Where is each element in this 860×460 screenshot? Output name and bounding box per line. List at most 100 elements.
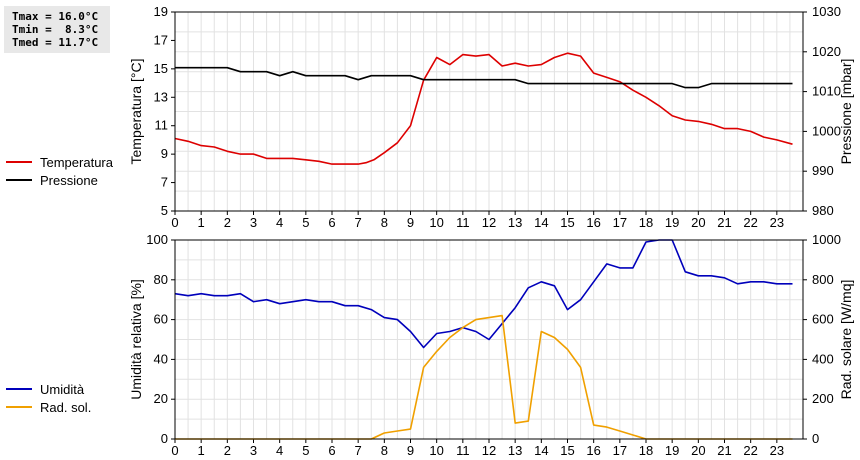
chart2-xtick-label: 5: [302, 443, 309, 458]
chart1-xtick-label: 12: [482, 215, 496, 230]
chart1-y2tick-label: 1010: [812, 84, 841, 99]
chart2-ytick-label: 60: [154, 312, 168, 327]
legend-label-pressione: Pressione: [40, 172, 98, 188]
chart2-xtick-label: 17: [613, 443, 627, 458]
chart2-y2tick-label: 600: [812, 312, 834, 327]
chart1-y2tick-label: 1000: [812, 123, 841, 138]
chart2-xtick-label: 15: [560, 443, 574, 458]
legend-swatch-radsol: [6, 406, 32, 408]
chart1-xtick-label: 3: [250, 215, 257, 230]
chart2-frame: [174, 239, 804, 440]
chart1-ylabel: Temperatura [°C]: [128, 59, 144, 165]
chart1-ytick-label: 15: [154, 61, 168, 76]
stats-box: Tmax = 16.0°C Tmin = 8.3°C Tmed = 11.7°C: [4, 6, 110, 53]
chart2-xtick-label: 12: [482, 443, 496, 458]
chart1-xtick-label: 9: [407, 215, 414, 230]
chart1-xtick-label: 14: [534, 215, 548, 230]
chart1-y2tick-label: 1030: [812, 4, 841, 19]
chart1-ytick-label: 11: [155, 118, 169, 133]
chart2-xtick-label: 2: [224, 443, 231, 458]
chart1-ytick-label: 13: [154, 89, 168, 104]
chart2-ytick-label: 0: [161, 431, 168, 446]
chart1-series-temperatura: [174, 52, 793, 165]
chart2-ytick-label: 40: [154, 351, 168, 366]
chart1-xtick-label: 23: [770, 215, 784, 230]
chart2-xtick-label: 13: [508, 443, 522, 458]
chart1-xtick-label: 1: [198, 215, 205, 230]
legend-swatch-umidita: [6, 388, 32, 390]
chart2-xtick-label: 16: [586, 443, 600, 458]
chart1-ytick-label: 9: [161, 146, 168, 161]
chart2-ytick-label: 100: [146, 232, 168, 247]
chart2-series-umidit: [174, 239, 793, 349]
legend-item-pressione: Pressione: [6, 171, 113, 189]
chart2-y2tick-label: 200: [812, 391, 834, 406]
chart2-ytick-label: 80: [154, 272, 168, 287]
chart1-xtick-label: 0: [171, 215, 178, 230]
chart2-xtick-label: 11: [456, 443, 470, 458]
chart2-xtick-label: 3: [250, 443, 257, 458]
chart2-xtick-label: 23: [770, 443, 784, 458]
chart1-xtick-label: 6: [328, 215, 335, 230]
stat-tmin: Tmin = 8.3°C: [12, 23, 99, 36]
chart2-xtick-label: 8: [381, 443, 388, 458]
chart1-xtick-label: 17: [613, 215, 627, 230]
legend-item-radsol: Rad. sol.: [6, 398, 91, 416]
legend-item-temperatura: Temperatura: [6, 153, 113, 171]
chart2-y2label: Rad. solare [W/mq]: [838, 280, 854, 400]
chart1-ytick-label: 7: [161, 175, 168, 190]
chart1-xtick-label: 18: [639, 215, 653, 230]
legend-label-umidita: Umidità: [40, 381, 85, 397]
legend-top: Temperatura Pressione: [6, 153, 113, 189]
legend-label-radsol: Rad. sol.: [40, 399, 92, 415]
chart1-xtick-label: 7: [355, 215, 362, 230]
chart1-xtick-label: 4: [276, 215, 283, 230]
chart1-xtick-label: 15: [560, 215, 574, 230]
legend-swatch-pressione: [6, 179, 32, 181]
chart1-ytick-label: 5: [161, 203, 168, 218]
chart1-y2tick-label: 990: [812, 163, 834, 178]
chart1-xtick-label: 21: [717, 215, 731, 230]
chart1-y2tick-label: 1020: [812, 44, 841, 59]
chart1-y2tick-label: 980: [812, 203, 834, 218]
chart2-xtick-label: 1: [198, 443, 205, 458]
chart2-y2tick-label: 400: [812, 351, 834, 366]
chart2-y2tick-label: 0: [812, 431, 819, 446]
chart2-xtick-label: 20: [691, 443, 705, 458]
chart2-xtick-label: 6: [328, 443, 335, 458]
chart2-xtick-label: 4: [276, 443, 283, 458]
chart2-xtick-label: 21: [717, 443, 731, 458]
chart2-ytick-label: 20: [154, 391, 168, 406]
stat-tmed: Tmed = 11.7°C: [12, 36, 99, 49]
chart2-ylabel: Umidità relativa [%]: [128, 279, 144, 400]
chart1-xtick-label: 19: [665, 215, 679, 230]
stat-tmax: Tmax = 16.0°C: [12, 10, 99, 23]
legend-item-umidita: Umidità: [6, 380, 91, 398]
chart1-xtick-label: 22: [743, 215, 757, 230]
chart1-xtick-label: 8: [381, 215, 388, 230]
chart2-xtick-label: 10: [429, 443, 443, 458]
legend-bottom: Umidità Rad. sol.: [6, 380, 91, 416]
chart2-xtick-label: 18: [639, 443, 653, 458]
chart1-xtick-label: 5: [302, 215, 309, 230]
chart1-xtick-label: 13: [508, 215, 522, 230]
chart1-ytick-label: 17: [154, 32, 168, 47]
chart2-y2tick-label: 800: [812, 272, 834, 287]
chart1-ytick-label: 19: [154, 4, 168, 19]
legend-swatch-temperatura: [6, 161, 32, 163]
chart1-xtick-label: 10: [429, 215, 443, 230]
chart1-series-pressione: [175, 66, 793, 89]
chart2-xtick-label: 14: [534, 443, 548, 458]
chart1-xtick-label: 20: [691, 215, 705, 230]
chart2-xtick-label: 0: [171, 443, 178, 458]
chart1-xtick-label: 16: [586, 215, 600, 230]
chart1-xtick-label: 11: [456, 215, 470, 230]
chart1-xtick-label: 2: [224, 215, 231, 230]
chart1-frame: [174, 11, 804, 212]
chart1-y2label: Pressione [mbar]: [838, 59, 854, 165]
chart2-y2tick-label: 1000: [812, 232, 841, 247]
chart2-xtick-label: 22: [743, 443, 757, 458]
legend-label-temperatura: Temperatura: [40, 154, 113, 170]
chart2-xtick-label: 19: [665, 443, 679, 458]
